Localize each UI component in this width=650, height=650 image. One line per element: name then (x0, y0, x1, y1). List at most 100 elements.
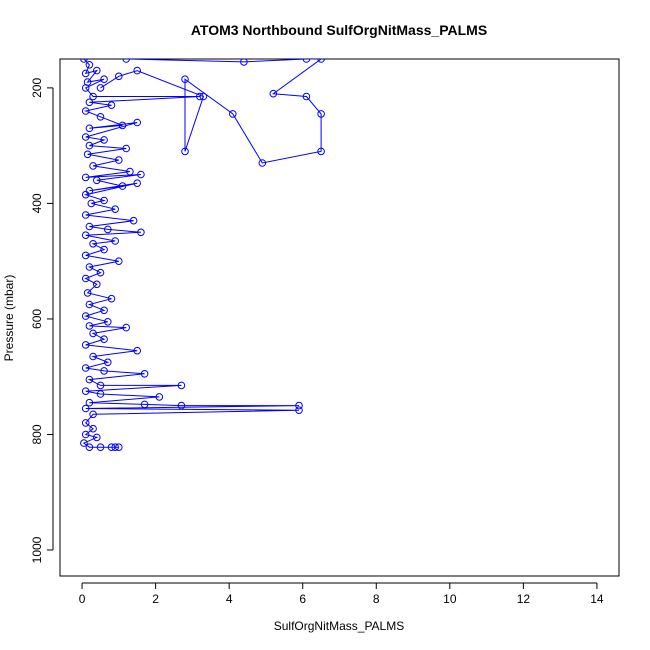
data-point (111, 205, 119, 213)
y-tick-label: 200 (30, 78, 44, 98)
data-point (81, 419, 90, 427)
series-line (82, 59, 300, 448)
data-point (181, 75, 189, 83)
data-point (104, 225, 112, 234)
data-point (85, 398, 94, 407)
data-point (81, 231, 90, 239)
data-point (85, 141, 94, 150)
data-point (181, 147, 189, 156)
data-point (133, 179, 141, 187)
data-point (104, 358, 112, 367)
data-point (137, 170, 145, 179)
data-point (317, 59, 325, 63)
data-point (80, 439, 88, 447)
y-tick-label: 800 (30, 424, 44, 444)
x-tick-label: 8 (373, 592, 380, 606)
data-point (81, 190, 90, 199)
data-point (81, 173, 90, 182)
data-point (100, 245, 108, 254)
data-point (107, 294, 116, 303)
data-point (118, 121, 127, 130)
data-point (100, 306, 108, 315)
data-point (133, 346, 141, 355)
x-axis: 0 2 4 6 8 10 12 14 (79, 582, 604, 606)
data-point (85, 263, 94, 271)
data-point (85, 300, 94, 309)
data-point (89, 410, 97, 419)
data-point (96, 113, 105, 121)
data-point (85, 222, 94, 231)
data-point (81, 84, 90, 92)
data-point (107, 443, 116, 452)
data-point (96, 443, 105, 452)
data-point (295, 406, 303, 415)
data-point (81, 211, 90, 219)
data-point (93, 433, 101, 442)
data-point (122, 59, 130, 63)
data-point (140, 400, 149, 409)
data-point (93, 176, 101, 185)
data-point (89, 162, 97, 170)
data-point (81, 387, 90, 396)
data-series (80, 59, 325, 452)
data-point (85, 61, 94, 69)
x-tick-label: 6 (299, 592, 306, 606)
x-tick-label: 10 (443, 592, 457, 606)
x-axis-label: SulfOrgNitMass_PALMS (274, 619, 404, 633)
y-axis-label: Pressure (mbar) (2, 275, 16, 362)
data-point (80, 59, 88, 63)
data-point (85, 443, 94, 452)
data-point (100, 367, 108, 375)
data-point (199, 92, 208, 101)
x-tick-label: 4 (226, 592, 233, 606)
data-point (96, 381, 105, 390)
y-tick-label: 400 (30, 193, 44, 213)
data-point (81, 364, 90, 372)
data-point (85, 322, 94, 330)
chart-title: ATOM3 Northbound SulfOrgNitMass_PALMS (191, 22, 487, 38)
data-point (240, 59, 248, 66)
x-tick-label: 12 (517, 592, 531, 606)
data-point (81, 107, 90, 115)
plot-frame (59, 58, 620, 577)
x-tick-label: 2 (152, 592, 159, 606)
data-point (89, 352, 97, 361)
data-point (81, 69, 90, 78)
y-tick-label: 1000 (30, 536, 44, 563)
data-point (317, 147, 325, 156)
data-point (302, 59, 311, 63)
data-point (122, 323, 130, 332)
data-point (317, 110, 325, 118)
data-point (155, 393, 164, 401)
data-point (111, 237, 119, 245)
data-point (100, 335, 108, 344)
data-point (96, 390, 105, 398)
data-point (115, 156, 123, 164)
data-point (81, 274, 90, 283)
y-tick-label: 600 (30, 309, 44, 329)
data-point (137, 228, 145, 237)
data-point (89, 92, 97, 101)
data-point (258, 159, 267, 167)
data-point (115, 72, 123, 81)
data-point (81, 133, 90, 141)
data-point (85, 98, 94, 107)
data-point (133, 66, 141, 75)
data-point (81, 404, 90, 413)
data-point (302, 92, 311, 101)
data-point (93, 66, 101, 75)
data-point (100, 136, 108, 144)
data-point (269, 89, 278, 98)
data-point (85, 375, 94, 384)
data-point (96, 268, 105, 277)
data-point (89, 240, 97, 248)
x-tick-label: 14 (590, 592, 604, 606)
data-point (229, 110, 237, 118)
data-point (85, 124, 94, 133)
data-point (129, 216, 138, 225)
data-point (96, 84, 105, 92)
data-point (83, 289, 92, 297)
data-point (81, 251, 90, 260)
data-point (140, 370, 149, 378)
